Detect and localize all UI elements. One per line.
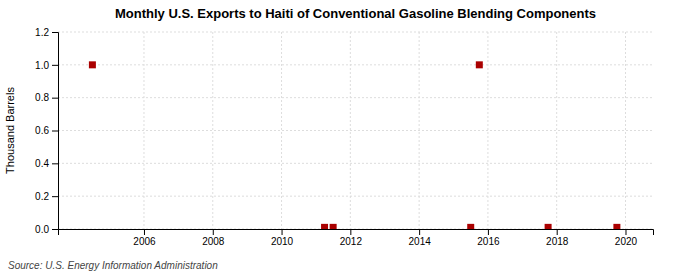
x-grid-line bbox=[143, 32, 144, 229]
x-tick-mark bbox=[557, 229, 558, 235]
y-tick-mark bbox=[52, 229, 58, 230]
point bbox=[330, 224, 337, 229]
point bbox=[545, 224, 552, 229]
x-tick-label: 2012 bbox=[340, 236, 363, 247]
grid bbox=[58, 32, 653, 229]
point bbox=[89, 61, 96, 68]
y-axis-line bbox=[52, 33, 59, 230]
y-tick-mark bbox=[52, 98, 58, 99]
y-tick-mark bbox=[52, 65, 58, 66]
point bbox=[476, 61, 483, 68]
x-tick-mark bbox=[350, 229, 351, 235]
x-grid-line bbox=[212, 32, 213, 229]
x-grid-line bbox=[625, 32, 626, 229]
chart-container: 200620082010201220142016201820200.00.20.… bbox=[0, 0, 675, 275]
x-tick-label: 2014 bbox=[409, 236, 432, 247]
x-tick: 2006 bbox=[133, 229, 156, 247]
y-tick-label: 0.2 bbox=[35, 191, 49, 202]
y-grid-line bbox=[58, 130, 653, 131]
x-tick-mark bbox=[625, 229, 626, 235]
x-grid-line bbox=[556, 32, 557, 229]
y-tick: 0.8 bbox=[35, 92, 58, 103]
x-tick: 2010 bbox=[271, 229, 294, 247]
x-grid-line bbox=[281, 32, 282, 229]
chart-svg: 200620082010201220142016201820200.00.20.… bbox=[0, 0, 675, 275]
y-grid-line bbox=[58, 196, 653, 197]
x-tick: 2012 bbox=[340, 229, 363, 247]
y-tick-label: 1.0 bbox=[35, 60, 49, 71]
x-tick-label: 2016 bbox=[477, 236, 500, 247]
x-tick-mark bbox=[282, 229, 283, 235]
y-axis-label: Thousand Barrels bbox=[4, 87, 16, 174]
x-tick-label: 2008 bbox=[202, 236, 225, 247]
y-tick-label: 0.6 bbox=[35, 125, 49, 136]
y-tick: 1.0 bbox=[35, 60, 58, 71]
point bbox=[321, 224, 328, 229]
y-tick-mark bbox=[52, 131, 58, 132]
x-tick-mark bbox=[144, 229, 145, 235]
x-tick-label: 2018 bbox=[546, 236, 569, 247]
x-axis: 2006 2008 2010 2012 2014 2016 2018 2020 bbox=[59, 229, 654, 247]
y-tick-mark bbox=[52, 163, 58, 164]
x-tick: 2018 bbox=[546, 229, 569, 247]
plot-area: 200620082010201220142016201820200.00.20.… bbox=[35, 27, 653, 247]
y-tick-label: 0.0 bbox=[35, 224, 49, 235]
y-grid-line bbox=[58, 163, 653, 164]
x-tick-mark bbox=[419, 229, 420, 235]
y-tick-label: 1.2 bbox=[35, 27, 49, 38]
y-tick: 0.4 bbox=[35, 158, 58, 169]
y-tick-label: 0.8 bbox=[35, 92, 49, 103]
y-tick-label: 0.4 bbox=[35, 158, 49, 169]
y-axis: 0.0 0.2 0.4 0.6 0.8 1.0 1.2 bbox=[35, 27, 58, 235]
points bbox=[89, 61, 620, 229]
y-tick-mark bbox=[52, 32, 58, 33]
y-tick: 0.2 bbox=[35, 191, 58, 202]
y-tick: 1.2 bbox=[35, 27, 58, 38]
x-tick-label: 2006 bbox=[133, 236, 156, 247]
x-axis-line bbox=[59, 230, 654, 236]
title: Monthly U.S. Exports to Haiti of Convent… bbox=[115, 6, 596, 21]
x-tick: 2020 bbox=[615, 229, 638, 247]
annotation: Source: U.S. Energy Information Administ… bbox=[8, 260, 218, 271]
x-tick: 2008 bbox=[202, 229, 225, 247]
point bbox=[467, 224, 474, 229]
x-tick-label: 2010 bbox=[271, 236, 294, 247]
x-tick: 2016 bbox=[477, 229, 500, 247]
x-tick-mark bbox=[213, 229, 214, 235]
x-tick: 2014 bbox=[409, 229, 432, 247]
y-grid-line bbox=[58, 97, 653, 98]
x-grid-line bbox=[487, 32, 488, 229]
x-tick-mark bbox=[488, 229, 489, 235]
y-tick: 0.6 bbox=[35, 125, 58, 136]
y-grid-line bbox=[58, 32, 653, 33]
x-grid-line bbox=[350, 32, 351, 229]
x-grid-line bbox=[419, 32, 420, 229]
y-tick-mark bbox=[52, 196, 58, 197]
x-tick-label: 2020 bbox=[615, 236, 638, 247]
y-tick: 0.0 bbox=[35, 224, 58, 235]
point bbox=[613, 224, 620, 229]
y-grid-line bbox=[58, 64, 653, 65]
